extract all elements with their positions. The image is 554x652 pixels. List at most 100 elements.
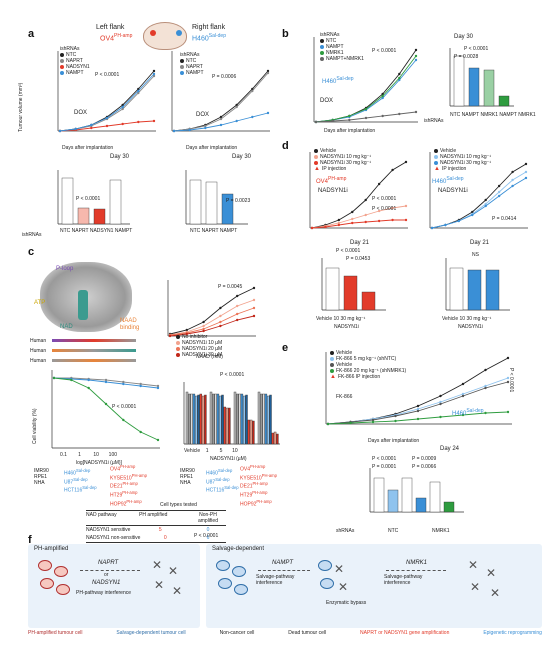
panel-c-curve-p: P = 0.0045 <box>218 284 243 290</box>
nad-pathway-table: NAD pathway PH amplified Non-PH amplifie… <box>86 510 226 543</box>
a-left-nampt-point <box>90 123 93 127</box>
e-bar <box>415 497 427 513</box>
panel-a-bar-p-right: P = 0.0023 <box>226 198 251 204</box>
c-group-3-bar <box>273 431 277 445</box>
c-group-3-bar <box>276 433 279 445</box>
d-left-10 <box>311 205 407 229</box>
nadsyn1-label: NADSYN1 <box>92 580 121 586</box>
enzymatic-bypass-label: Enzymatic bypass <box>326 600 367 606</box>
cl-hct116: HCT116 <box>64 487 83 494</box>
a-right-bar <box>189 179 202 225</box>
c-group-3-bar <box>271 432 275 445</box>
a-left-nampt-point <box>137 89 140 93</box>
d-left-30-point <box>337 223 341 227</box>
c-30-point <box>202 329 205 333</box>
cat-ntc: NTC <box>450 112 461 118</box>
a-left-nampt-point <box>152 72 156 76</box>
d-right-10-point <box>524 170 528 174</box>
e-vehicle-point <box>484 368 487 372</box>
panel-d-left-cats: Vehicle 10 30 mg kg⁻¹ <box>316 316 365 322</box>
cl-h460: H460 <box>206 470 218 477</box>
panel-d-day21-right: Day 21 <box>470 240 490 246</box>
panel-a-bar-cats-right: NTC NAPRT NAMPT <box>190 228 237 234</box>
c-viab-phamp-point <box>156 438 160 442</box>
b-combo-point <box>331 119 334 123</box>
a-right-nampt-point <box>266 111 270 115</box>
tick-5: 5 <box>219 448 223 454</box>
b-nampt-point <box>398 78 401 82</box>
panel-e-bar-p3: P = 0.0066 <box>412 464 437 470</box>
c-group-2-bar <box>240 393 244 445</box>
h460-sup: Sal-dep <box>466 408 484 414</box>
c-group-3-bar <box>257 391 261 445</box>
legend-combo: NAMPT+NMRK1 <box>326 56 364 62</box>
h460-sup: Sal-dep <box>446 176 464 182</box>
row-nonsensitive-non: 6 <box>206 535 210 541</box>
panel-c-viab-p: P < 0.0001 <box>112 404 137 410</box>
a-right-nampt-point <box>219 123 223 127</box>
c-group-2-bar <box>238 393 241 445</box>
a-right-nampt-point <box>204 126 207 130</box>
b-ntc-point <box>414 48 418 52</box>
sup: PH-amp <box>122 489 138 495</box>
panel-c-nad-bar-chart <box>183 382 280 445</box>
panel-d-ns: NS <box>472 252 479 258</box>
sup: Sal-dep <box>82 485 97 491</box>
panel-e-p: P < 0.0001 <box>508 368 514 393</box>
e-vehicle-nmrk1-point <box>439 402 442 406</box>
cl-hop92: HOP92 <box>240 501 257 508</box>
a-left-naprt-point <box>152 74 156 78</box>
e-vehicle-point <box>439 394 442 398</box>
panel-a-right-xlabel: Days after implantation <box>186 145 238 151</box>
row-sensitive-non: 0 <box>206 527 210 533</box>
e-fk20-point <box>394 419 397 423</box>
salvage-dependent-box: Salvage-dependent NAMPT Salvage-pathway … <box>206 544 542 628</box>
c-group-2-bar <box>233 391 237 445</box>
a-left-nadsyn1-point <box>105 124 109 128</box>
panel-b-dox: DOX <box>320 98 334 104</box>
a-left-bar <box>61 177 74 225</box>
c-10-point <box>202 324 205 328</box>
c-none-point <box>236 294 239 298</box>
right-flank-label: Right flank <box>192 24 226 31</box>
b-nmrk1-point <box>398 76 401 80</box>
c-viab-saldep-point <box>139 384 142 388</box>
atp-label: ATP <box>34 300 46 306</box>
nmrk1-label: NMRK1 <box>406 560 428 566</box>
b-nampt-point <box>381 96 384 100</box>
b-ntc-point <box>398 72 401 76</box>
panel-d-right-legend: Vehicle NADSYN1i 10 mg kg⁻¹ NADSYN1i 30 … <box>434 148 491 172</box>
panel-c-curve-xlabel: NAAD (mM) <box>196 354 223 360</box>
panel-b-ishrnas: ishRNAs <box>424 118 444 124</box>
d-left-vehicle-point <box>404 160 408 164</box>
panel-d-right-nadsyn1i: NADSYN1i <box>438 188 468 194</box>
d-right-vehicle-point <box>511 170 514 174</box>
sup: PH-amp <box>250 464 266 469</box>
d-left-bar <box>343 275 358 311</box>
legend-i10: NADSYN1i 10 µM <box>182 340 223 346</box>
panel-d-ov4: OV4PH-amp <box>316 176 346 186</box>
d-left-30-point <box>391 218 394 222</box>
panel-a-right-p: P = 0.0006 <box>212 74 237 80</box>
panel-d-bar-p-top: P < 0.0001 <box>336 248 361 254</box>
e-fk20-point <box>371 420 375 424</box>
panel-c-activity-curve <box>167 280 256 338</box>
d-left-vehicle <box>311 161 407 229</box>
c-30-point <box>219 324 222 328</box>
a-right-bar <box>205 181 218 225</box>
panel-b-day30: Day 30 <box>454 34 474 40</box>
cat-30: 30 <box>466 316 473 322</box>
c-30 <box>169 315 255 337</box>
sup: PH-amp <box>252 481 268 487</box>
arrow-line <box>258 570 310 571</box>
sup: PH-amp <box>256 498 272 504</box>
sup: PH-amp <box>131 472 147 478</box>
seq-human-2: Human <box>30 348 47 354</box>
sal-cell <box>318 560 332 571</box>
e-fk20-point <box>326 422 330 426</box>
d-right-bar <box>467 269 482 311</box>
a-left-bar <box>93 208 106 225</box>
a-left-bar <box>109 179 122 225</box>
c-group-1-bar <box>228 407 231 445</box>
c-group-1-bar <box>221 394 224 445</box>
